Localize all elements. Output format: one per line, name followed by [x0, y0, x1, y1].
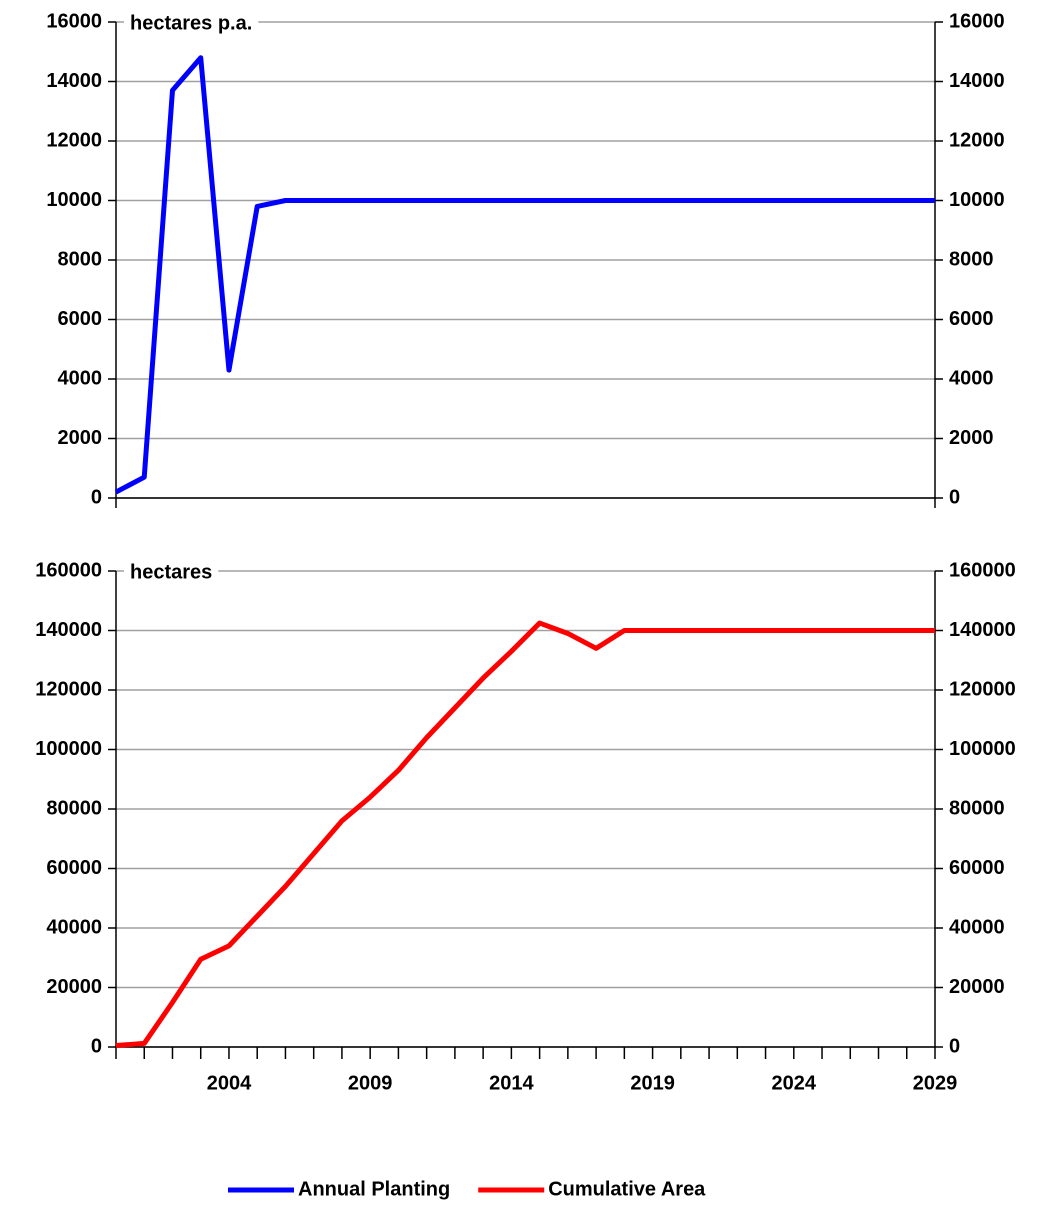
y2-tick-label: 10000	[949, 189, 1005, 211]
y2-tick-label: 40000	[949, 916, 1005, 938]
y2-tick-label: 160000	[949, 559, 1016, 581]
y-tick-label: 160000	[35, 559, 102, 581]
y-tick-label: 140000	[35, 619, 102, 641]
y2-tick-label: 0	[949, 486, 960, 508]
y2-tick-label: 12000	[949, 129, 1005, 151]
y2-tick-label: 8000	[949, 248, 994, 270]
data-line	[114, 55, 935, 495]
y-tick-label: 2000	[58, 427, 103, 449]
x-tick-label: 2024	[772, 1072, 817, 1094]
y-tick-label: 120000	[35, 678, 102, 700]
annotation-bg	[124, 10, 259, 37]
y2-tick-label: 14000	[949, 70, 1005, 92]
x-tick-label: 2014	[489, 1072, 534, 1094]
y-tick-label: 0	[91, 1035, 102, 1057]
x-tick-label: 2009	[348, 1072, 393, 1094]
x-tick-label: 2004	[207, 1072, 252, 1094]
x-tick-label: 2019	[630, 1072, 675, 1094]
y2-tick-label: 80000	[949, 797, 1005, 819]
y-tick-label: 4000	[58, 367, 103, 389]
y-tick-label: 60000	[46, 857, 102, 879]
legend-label: Cumulative Area	[548, 1178, 706, 1200]
y2-tick-label: 2000	[949, 427, 994, 449]
y-tick-label: 8000	[58, 248, 103, 270]
y-tick-label: 40000	[46, 916, 102, 938]
y-tick-label: 12000	[46, 129, 102, 151]
annotation: hectares	[130, 561, 212, 583]
y-tick-label: 10000	[46, 189, 102, 211]
y-tick-label: 0	[91, 486, 102, 508]
x-tick-label: 2029	[913, 1072, 958, 1094]
legend-label: Annual Planting	[298, 1178, 450, 1200]
y2-tick-label: 0	[949, 1035, 960, 1057]
y2-tick-label: 16000	[949, 10, 1005, 32]
annotation: hectares p.a.	[130, 12, 252, 34]
y2-tick-label: 100000	[949, 738, 1016, 760]
y-tick-label: 20000	[46, 976, 102, 998]
y-tick-label: 80000	[46, 797, 102, 819]
annotation-bg	[124, 559, 219, 586]
y2-tick-label: 4000	[949, 367, 994, 389]
y2-tick-label: 120000	[949, 678, 1016, 700]
y-tick-label: 6000	[58, 308, 103, 330]
y2-tick-label: 20000	[949, 976, 1005, 998]
y2-tick-label: 60000	[949, 857, 1005, 879]
y-tick-label: 16000	[46, 10, 102, 32]
data-line	[115, 620, 935, 1049]
y2-tick-label: 6000	[949, 308, 994, 330]
y2-tick-label: 140000	[949, 619, 1016, 641]
y-tick-label: 100000	[35, 738, 102, 760]
y-tick-label: 14000	[46, 70, 102, 92]
